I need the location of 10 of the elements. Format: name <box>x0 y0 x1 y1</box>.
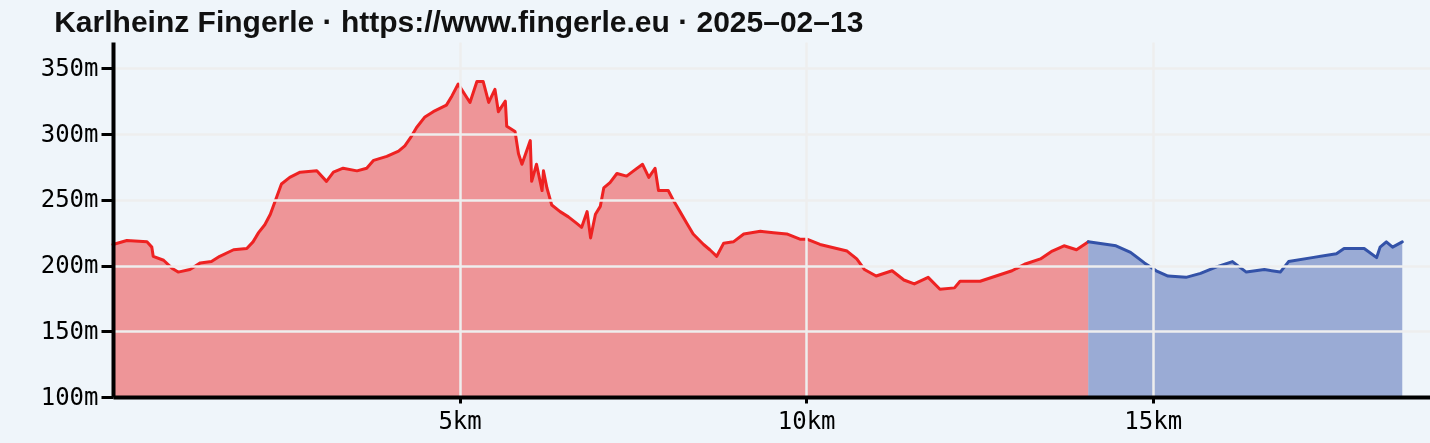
y-tick-label: 350m <box>40 53 99 82</box>
y-tick-label: 100m <box>40 382 99 411</box>
y-tick-label: 150m <box>40 316 99 345</box>
x-tick-label: 5km <box>438 406 482 435</box>
y-tick-label: 250m <box>40 185 99 214</box>
y-tick-label: 300m <box>40 119 99 148</box>
x-tick-label: 15km <box>1124 406 1183 435</box>
y-tick-label: 200m <box>40 251 99 280</box>
chart-title: Karlheinz Fingerle · https://www.fingerle.eu · 2025–02–13 <box>54 5 864 38</box>
x-tick-label: 10km <box>777 406 836 435</box>
